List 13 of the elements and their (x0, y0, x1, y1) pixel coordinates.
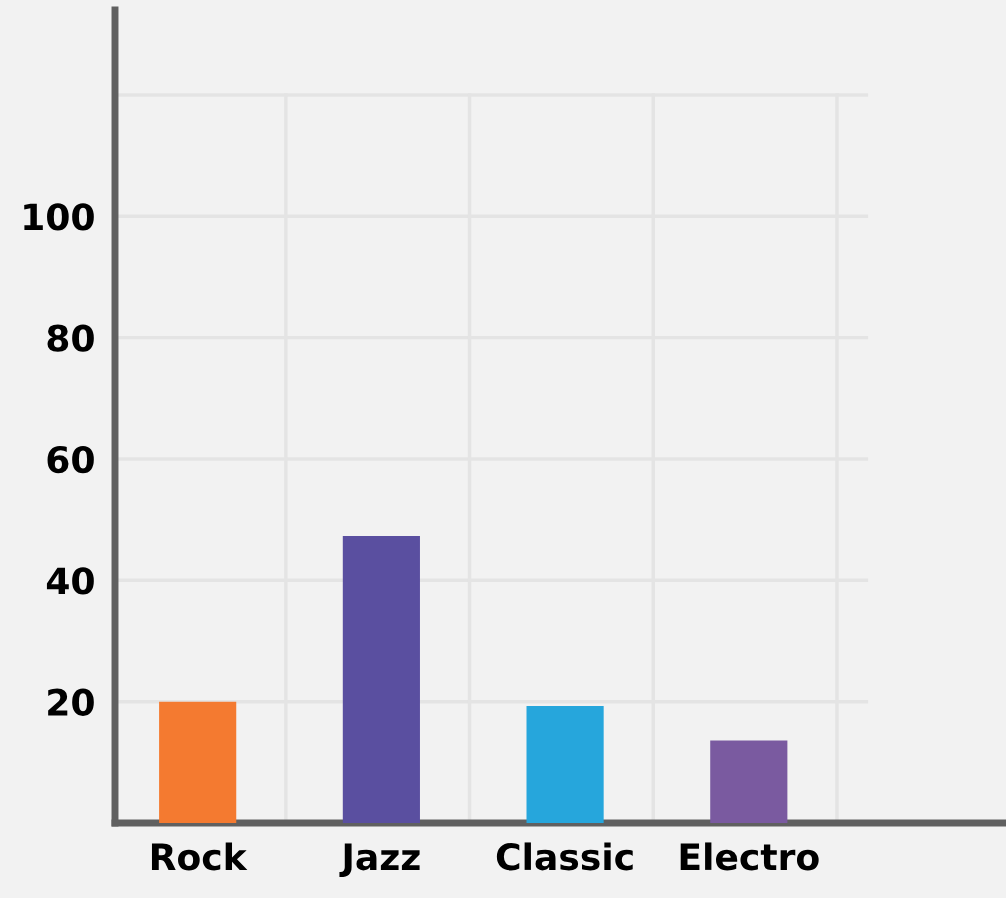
y-tick-label: 40 (46, 567, 94, 595)
x-tick-label: Classic (496, 842, 633, 871)
bar (526, 705, 604, 823)
bar (342, 536, 420, 823)
x-tick-label: Electro (680, 842, 819, 871)
x-tick-label: Rock (151, 842, 248, 871)
x-tick-label: Jazz (339, 843, 420, 878)
bar (710, 740, 788, 823)
bar (159, 701, 237, 823)
y-tick-label: 20 (48, 688, 94, 716)
y-tick-label: 100 (24, 203, 94, 231)
y-tick-label: 60 (47, 445, 94, 474)
y-tick-label: 80 (47, 324, 94, 352)
